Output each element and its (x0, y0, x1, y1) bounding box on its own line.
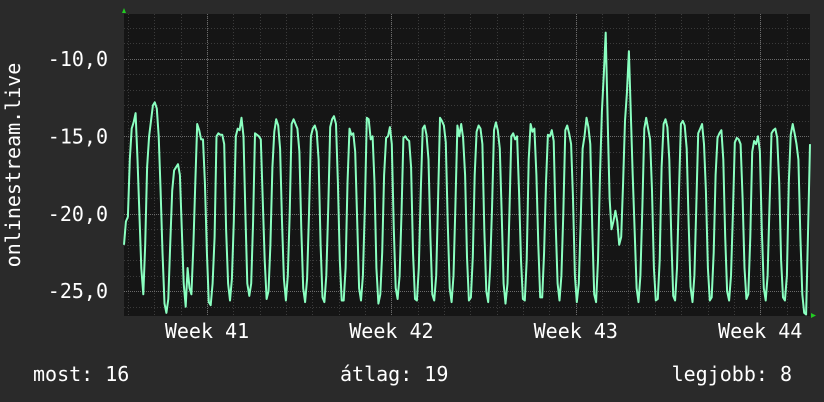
y-axis-label: onlinestream.live (1, 63, 25, 268)
y-tick-label: -15,0 (48, 124, 108, 148)
x-tick-label: Week 44 (718, 319, 802, 343)
grid (124, 14, 810, 316)
series-line (123, 31, 811, 316)
y-tick-label: -10,0 (48, 47, 108, 71)
stat-average: átlag: 19 (340, 362, 449, 386)
x-axis-arrow-icon (811, 313, 816, 318)
y-tick-label: -25,0 (48, 279, 108, 303)
y-axis-arrow-icon (122, 8, 126, 13)
x-tick-label: Week 42 (349, 319, 433, 343)
y-tick-label: -20,0 (48, 202, 108, 226)
stat-best: legjobb: 8 (671, 362, 792, 386)
stat-current: most: 16 (33, 362, 130, 386)
x-tick-label: Week 41 (165, 319, 249, 343)
x-tick-label: Week 43 (534, 319, 618, 343)
y-axis: -10,0 -15,0 -20,0 -25,0 (48, 47, 108, 303)
x-axis: Week 41 Week 42 Week 43 Week 44 (165, 319, 803, 343)
